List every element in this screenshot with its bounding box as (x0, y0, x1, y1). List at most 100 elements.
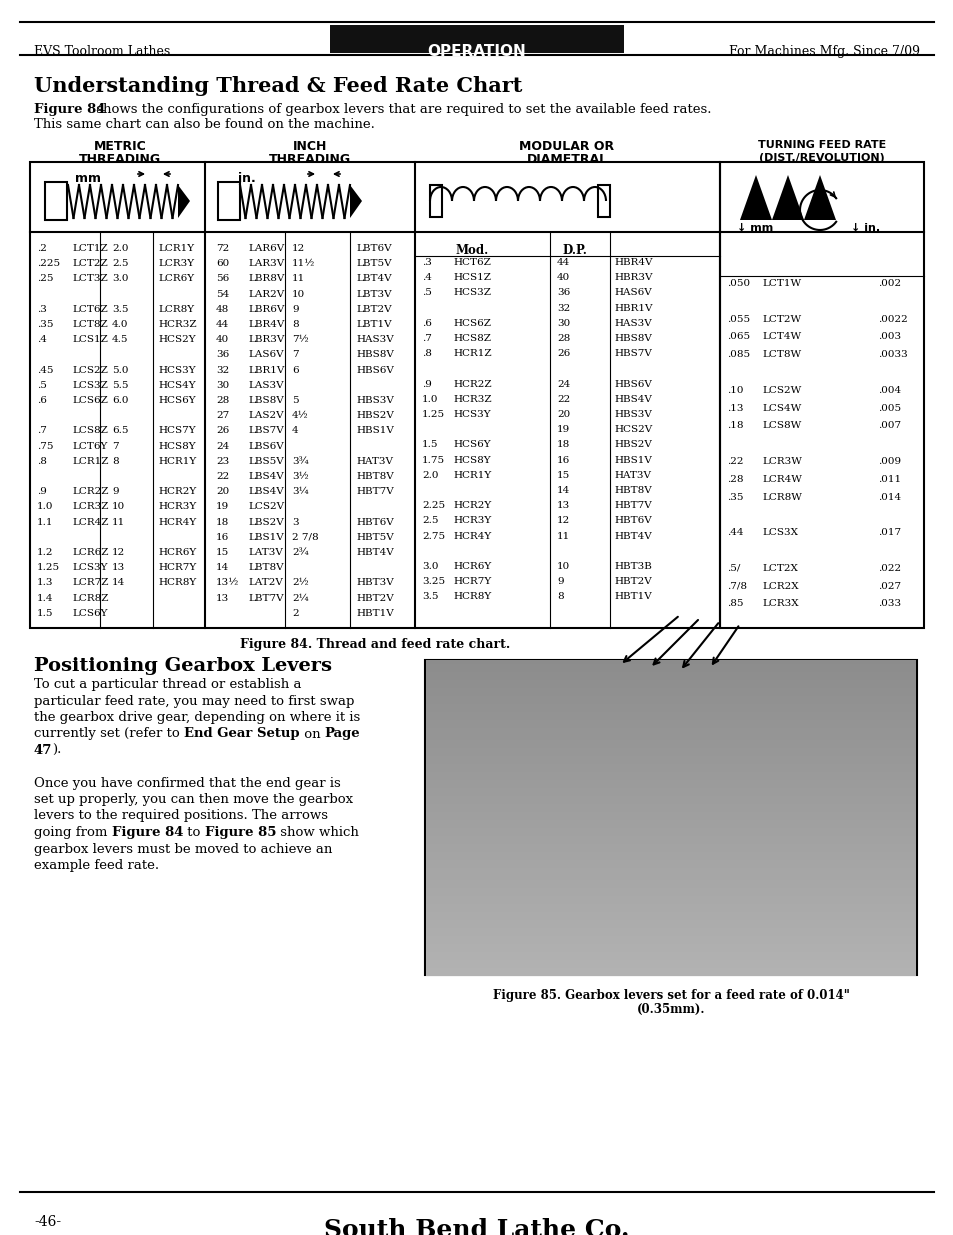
Polygon shape (740, 175, 771, 220)
Text: 1.3: 1.3 (37, 578, 53, 588)
Bar (426, 908, 915, 911)
Text: HBT3B: HBT3B (614, 562, 651, 571)
Text: 12: 12 (112, 548, 125, 557)
Text: 30: 30 (557, 319, 570, 327)
Text: HBT7V: HBT7V (355, 487, 394, 496)
Text: Figure 84: Figure 84 (34, 103, 106, 116)
Bar (426, 868, 915, 872)
Text: HBT3V: HBT3V (355, 578, 394, 588)
Text: 1.5: 1.5 (37, 609, 53, 618)
Text: LCR4W: LCR4W (761, 474, 801, 484)
Text: 9: 9 (112, 487, 118, 496)
Text: .065: .065 (726, 332, 749, 341)
Text: 13: 13 (557, 501, 570, 510)
Text: .44: .44 (726, 529, 742, 537)
Bar (426, 936, 915, 940)
Text: .055: .055 (726, 315, 749, 324)
Text: HCR8Y: HCR8Y (453, 593, 491, 601)
Bar (426, 911, 915, 916)
Text: 47: 47 (34, 743, 52, 757)
Text: 9: 9 (292, 305, 298, 314)
Bar (426, 811, 915, 816)
Bar (426, 972, 915, 976)
Bar (426, 727, 915, 732)
Text: the gearbox drive gear, depending on where it is: the gearbox drive gear, depending on whe… (34, 711, 360, 724)
Text: gearbox levers must be moved to achieve an: gearbox levers must be moved to achieve … (34, 842, 332, 856)
Bar (426, 704, 915, 708)
Text: 16: 16 (557, 456, 570, 464)
Text: Figure 85. Gearbox levers set for a feed rate of 0.014": Figure 85. Gearbox levers set for a feed… (492, 989, 848, 1002)
Text: HBT4V: HBT4V (355, 548, 394, 557)
Text: HCS6Y: HCS6Y (453, 441, 490, 450)
Text: .7: .7 (37, 426, 47, 436)
Text: LBS1V: LBS1V (248, 532, 283, 542)
Text: HCS8Y: HCS8Y (453, 456, 490, 464)
Bar (426, 768, 915, 772)
Text: 3.5: 3.5 (421, 593, 438, 601)
Text: HCS2Y: HCS2Y (158, 335, 195, 345)
Text: HBS6V: HBS6V (355, 366, 394, 374)
Text: HCR7Y: HCR7Y (158, 563, 196, 572)
Text: 30: 30 (215, 380, 229, 390)
Text: 1.25: 1.25 (421, 410, 445, 419)
Text: HAS3V: HAS3V (614, 319, 651, 327)
Text: 2: 2 (292, 609, 298, 618)
Text: LCS2Z: LCS2Z (71, 366, 108, 374)
Text: 24: 24 (215, 442, 229, 451)
Text: 3: 3 (292, 517, 298, 526)
Text: 8: 8 (292, 320, 298, 329)
Text: 3.25: 3.25 (421, 577, 445, 587)
Text: HBS3V: HBS3V (614, 410, 651, 419)
Text: HBT6V: HBT6V (614, 516, 651, 525)
Bar (426, 684, 915, 688)
Bar (426, 776, 915, 781)
Text: HCS8Y: HCS8Y (158, 442, 195, 451)
Text: 2.5: 2.5 (421, 516, 438, 525)
Text: HCS2V: HCS2V (614, 425, 652, 435)
Text: .005: .005 (877, 404, 901, 412)
Text: HCS3Y: HCS3Y (453, 410, 490, 419)
Text: HBS8V: HBS8V (614, 333, 651, 343)
Text: 19: 19 (215, 503, 229, 511)
Bar (426, 664, 915, 668)
Text: .5/: .5/ (726, 564, 740, 573)
Text: ↓ in.: ↓ in. (850, 224, 880, 233)
Text: LBT3V: LBT3V (355, 289, 392, 299)
Bar (426, 856, 915, 860)
Text: TURNING FEED RATE: TURNING FEED RATE (757, 140, 885, 149)
Text: (DIST./REVOLUTION): (DIST./REVOLUTION) (759, 153, 884, 163)
Text: 5.0: 5.0 (112, 366, 129, 374)
Text: .007: .007 (877, 421, 901, 431)
Text: .0033: .0033 (877, 351, 907, 359)
Bar (426, 948, 915, 952)
Text: HBT2V: HBT2V (614, 577, 651, 587)
Text: HCR7Y: HCR7Y (453, 577, 491, 587)
Text: .033: .033 (877, 599, 901, 609)
Text: LCT1Z: LCT1Z (71, 245, 108, 253)
Text: .085: .085 (726, 351, 749, 359)
Text: HCS8Z: HCS8Z (453, 333, 491, 343)
Bar (426, 720, 915, 724)
Bar (426, 876, 915, 881)
Bar (598, 185, 609, 217)
Bar (30, 162, 720, 629)
Bar (424, 659, 916, 974)
Bar (426, 784, 915, 788)
Text: LBS6V: LBS6V (248, 442, 283, 451)
Text: 2¾: 2¾ (292, 548, 309, 557)
Text: 4.0: 4.0 (112, 320, 129, 329)
Text: HCR6Y: HCR6Y (453, 562, 491, 571)
Bar (426, 904, 915, 908)
Bar (426, 827, 915, 832)
Text: 14: 14 (557, 487, 570, 495)
Text: LCR8W: LCR8W (761, 493, 801, 501)
Text: EVS Toolroom Lathes: EVS Toolroom Lathes (34, 44, 170, 58)
Text: HCR3Z: HCR3Z (158, 320, 196, 329)
Text: 8: 8 (112, 457, 118, 466)
Text: .4: .4 (37, 335, 47, 345)
Bar (426, 956, 915, 960)
Text: LCR3W: LCR3W (761, 457, 801, 466)
Text: .009: .009 (877, 457, 901, 466)
Text: levers to the required positions. The arrows: levers to the required positions. The ar… (34, 809, 328, 823)
Polygon shape (771, 175, 803, 220)
